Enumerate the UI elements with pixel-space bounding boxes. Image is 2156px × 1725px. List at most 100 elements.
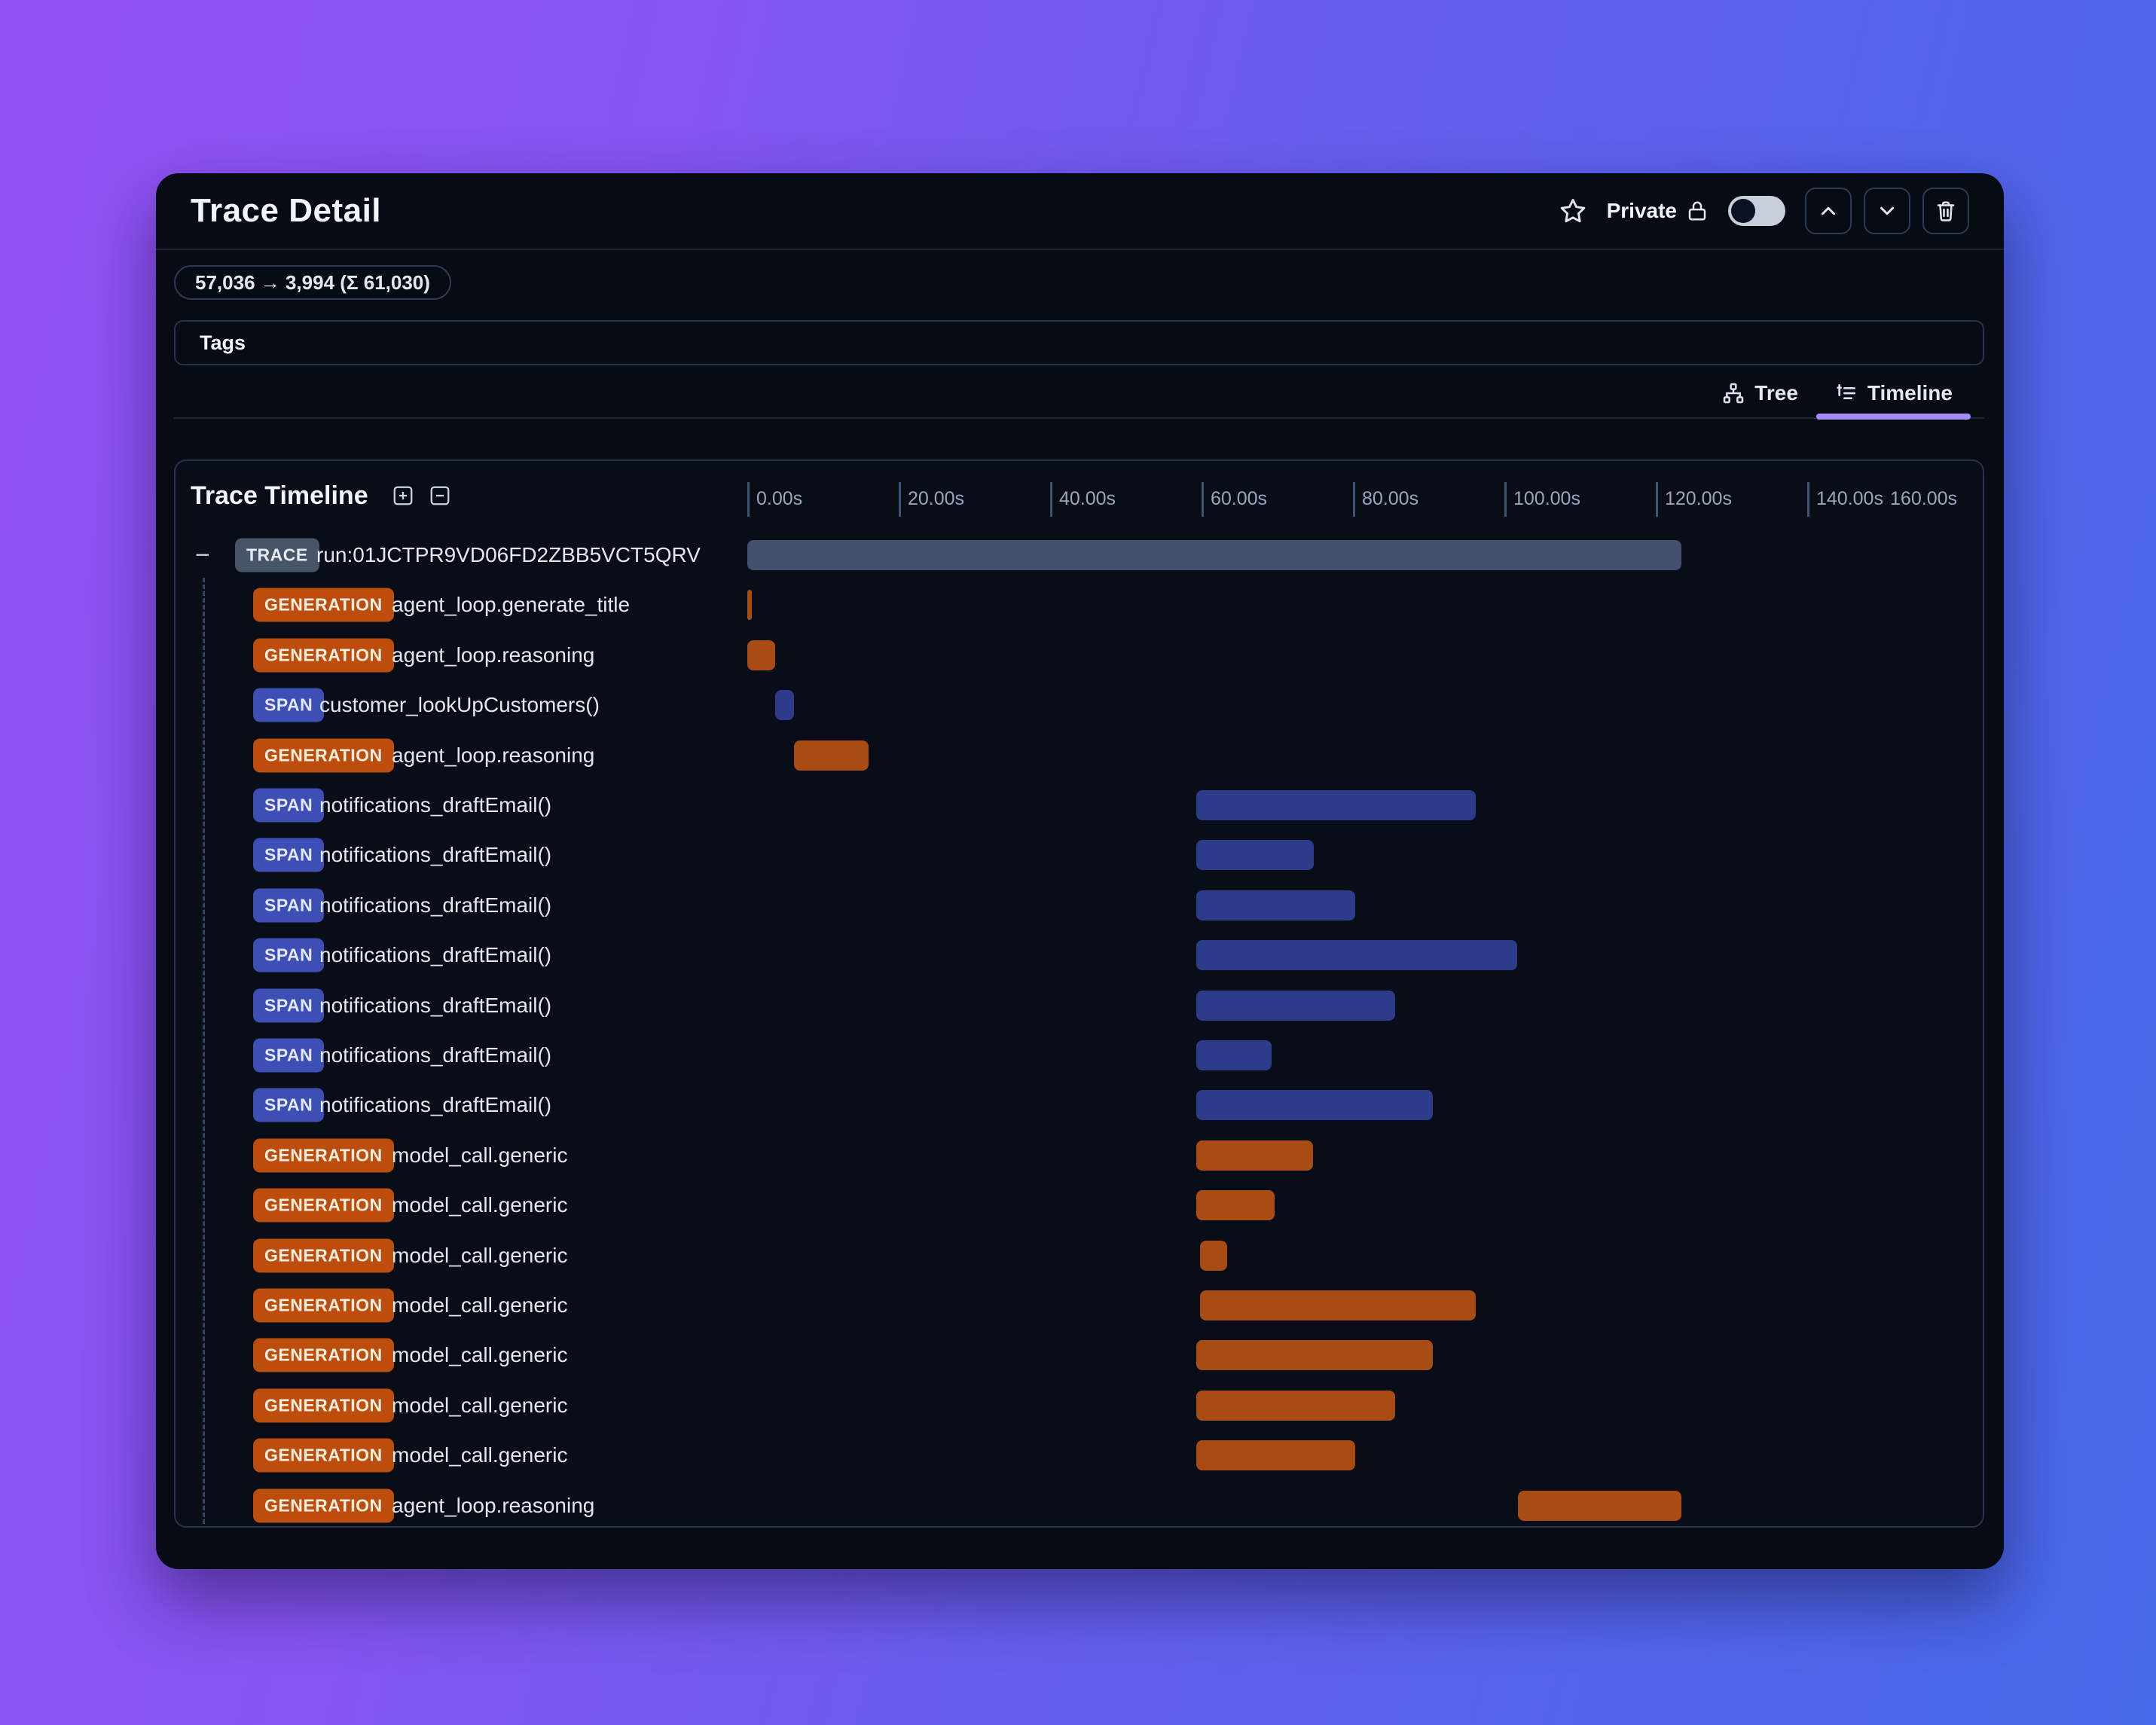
generation-duration-bar[interactable] bbox=[1196, 1390, 1396, 1421]
tags-input[interactable]: Tags bbox=[174, 320, 1984, 365]
axis-tick-line bbox=[1050, 482, 1052, 517]
span-badge: SPAN bbox=[253, 938, 325, 972]
span-badge: SPAN bbox=[253, 838, 325, 872]
generation-badge: GENERATION bbox=[253, 1238, 394, 1273]
timeline-row[interactable]: GENERATION agent_loop.reasoning bbox=[176, 1481, 1983, 1526]
span-duration-bar[interactable] bbox=[1196, 1090, 1433, 1121]
span-duration-bar[interactable] bbox=[1196, 940, 1518, 971]
trace-duration-bar[interactable] bbox=[747, 540, 1682, 570]
span-duration-bar[interactable] bbox=[1196, 1040, 1272, 1070]
timeline-row[interactable]: SPAN notifications_draftEmail() bbox=[176, 981, 1983, 1030]
observation-name: model_call.generic bbox=[392, 1443, 568, 1467]
observation-name: customer_lookUpCustomers() bbox=[319, 693, 600, 717]
list-tree-icon bbox=[1837, 384, 1855, 399]
timeline-row[interactable]: SPAN notifications_draftEmail() bbox=[176, 930, 1983, 980]
observation-name: notifications_draftEmail() bbox=[319, 943, 552, 967]
generation-duration-bar[interactable] bbox=[1199, 1290, 1476, 1320]
generation-badge: GENERATION bbox=[253, 1388, 394, 1423]
generation-duration-bar[interactable] bbox=[1196, 1440, 1355, 1471]
observation-name: model_call.generic bbox=[392, 1143, 568, 1167]
observation-name: run:01JCTPR9VD06FD2ZBB5VCT5QRV bbox=[316, 543, 701, 566]
axis-tick-line bbox=[899, 482, 901, 517]
tab-tree[interactable]: Tree bbox=[1703, 369, 1816, 417]
generation-duration-bar[interactable] bbox=[1199, 1240, 1228, 1271]
timeline-row[interactable]: SPAN notifications_draftEmail() bbox=[176, 1030, 1983, 1080]
timeline-row[interactable]: GENERATION model_call.generic bbox=[176, 1231, 1983, 1281]
axis-tick-label: 40.00s bbox=[1059, 488, 1116, 509]
timeline-row[interactable]: GENERATION agent_loop.reasoning bbox=[176, 630, 1983, 680]
delete-button[interactable] bbox=[1922, 188, 1969, 234]
timeline-row[interactable]: GENERATION model_call.generic bbox=[176, 1131, 1983, 1180]
observation-name: notifications_draftEmail() bbox=[319, 1093, 552, 1117]
collapse-minus-icon[interactable]: − bbox=[195, 541, 210, 569]
timeline-row[interactable]: GENERATION agent_loop.reasoning bbox=[176, 731, 1983, 780]
timeline-row[interactable]: SPAN notifications_draftEmail() bbox=[176, 780, 1983, 830]
timeline-row[interactable]: GENERATION model_call.generic bbox=[176, 1180, 1983, 1230]
minus-square-icon[interactable] bbox=[429, 484, 451, 507]
window-header: Trace Detail Private bbox=[156, 173, 2004, 250]
timeline-row[interactable]: GENERATION model_call.generic bbox=[176, 1281, 1983, 1330]
observation-name: notifications_draftEmail() bbox=[319, 993, 552, 1017]
tags-label: Tags bbox=[200, 331, 246, 354]
timeline-row[interactable]: SPAN notifications_draftEmail() bbox=[176, 881, 1983, 930]
generation-duration-bar[interactable] bbox=[1196, 1140, 1313, 1171]
trace-detail-window: Trace Detail Private bbox=[156, 173, 2004, 1569]
timeline-row[interactable]: GENERATION model_call.generic bbox=[176, 1381, 1983, 1430]
observation-name: agent_loop.reasoning bbox=[392, 1493, 595, 1517]
span-duration-bar[interactable] bbox=[1196, 790, 1476, 820]
observation-name: agent_loop.reasoning bbox=[392, 643, 595, 667]
token-usage-text: 57,036 → 3,994 (Σ 61,030) bbox=[195, 270, 430, 294]
span-badge: SPAN bbox=[253, 1088, 325, 1122]
span-badge: SPAN bbox=[253, 788, 325, 823]
navigate-up-button[interactable] bbox=[1805, 188, 1852, 234]
span-duration-bar[interactable] bbox=[1196, 990, 1396, 1021]
axis-tick-line bbox=[1202, 482, 1204, 517]
generation-badge: GENERATION bbox=[253, 1488, 394, 1523]
span-badge: SPAN bbox=[253, 688, 325, 722]
lock-icon bbox=[1686, 199, 1709, 223]
generation-badge: GENERATION bbox=[253, 1138, 394, 1173]
plus-square-icon[interactable] bbox=[392, 484, 414, 507]
axis-tick-label: 100.00s bbox=[1513, 488, 1580, 509]
timeline-row[interactable]: SPAN notifications_draftEmail() bbox=[176, 1080, 1983, 1130]
observation-name: model_call.generic bbox=[392, 1393, 568, 1417]
generation-duration-bar[interactable] bbox=[747, 590, 753, 621]
tab-tree-label: Tree bbox=[1754, 381, 1798, 405]
timeline-row[interactable]: GENERATION agent_loop.generate_title bbox=[176, 580, 1983, 630]
tab-timeline[interactable]: Timeline bbox=[1815, 369, 1971, 420]
star-icon[interactable] bbox=[1559, 197, 1587, 225]
axis-tick-line bbox=[1353, 482, 1355, 517]
generation-duration-bar[interactable] bbox=[1196, 1190, 1275, 1221]
timeline-row[interactable]: − TRACE run:01JCTPR9VD06FD2ZBB5VCT5QRV bbox=[176, 530, 1983, 580]
timeline-row[interactable]: SPAN notifications_draftEmail() bbox=[176, 830, 1983, 880]
observation-name: model_call.generic bbox=[392, 1193, 568, 1217]
axis-tick-label: 20.00s bbox=[908, 488, 965, 509]
axis-tick-line bbox=[747, 482, 750, 517]
timeline-row[interactable]: SPAN customer_lookUpCustomers() bbox=[176, 680, 1983, 730]
observation-name: notifications_draftEmail() bbox=[319, 793, 552, 817]
timeline-row[interactable]: GENERATION model_call.generic bbox=[176, 1430, 1983, 1480]
observation-name: notifications_draftEmail() bbox=[319, 893, 552, 917]
view-tabs: Tree Timeline bbox=[1703, 369, 1971, 420]
span-badge: SPAN bbox=[253, 988, 325, 1023]
privacy-toggle[interactable] bbox=[1728, 196, 1785, 226]
navigate-down-button[interactable] bbox=[1864, 188, 1910, 234]
privacy-control: Private bbox=[1607, 199, 1709, 223]
generation-duration-bar[interactable] bbox=[1196, 1340, 1433, 1371]
time-axis: 0.00s 20.00s 40.00s 60.00s 80.00s 100.00s 120.… bbox=[747, 461, 1983, 530]
trace-timeline-panel: Trace Timeline 0.00s 20.00s 40.00s 60.00s 80… bbox=[174, 459, 1984, 1528]
timeline-row[interactable]: GENERATION model_call.generic bbox=[176, 1330, 1983, 1380]
observation-name: notifications_draftEmail() bbox=[319, 1043, 552, 1067]
axis-tick-line bbox=[1504, 482, 1507, 517]
generation-badge: GENERATION bbox=[253, 1338, 394, 1372]
span-duration-bar[interactable] bbox=[775, 690, 795, 721]
axis-tick-label: 60.00s bbox=[1211, 488, 1268, 509]
span-duration-bar[interactable] bbox=[1196, 840, 1314, 871]
observation-name: agent_loop.reasoning bbox=[392, 743, 595, 767]
tab-timeline-label: Timeline bbox=[1867, 381, 1953, 405]
generation-duration-bar[interactable] bbox=[1518, 1490, 1682, 1521]
generation-duration-bar[interactable] bbox=[747, 640, 776, 670]
span-duration-bar[interactable] bbox=[1196, 890, 1355, 921]
generation-duration-bar[interactable] bbox=[794, 740, 869, 771]
